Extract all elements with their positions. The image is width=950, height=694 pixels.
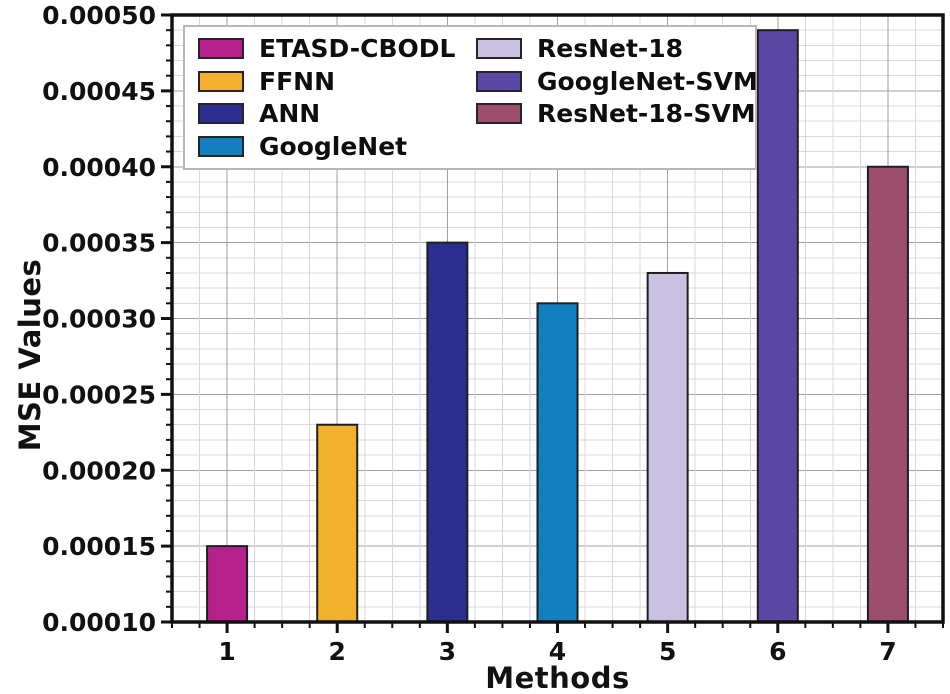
chart-legend: ETASD-CBODL FFNN ANN GoogleNet ResNet-18 Goog… [183,25,758,170]
legend-label-googlenet-svm: GoogleNet-SVM [537,66,758,96]
legend-label-ann: ANN [259,99,321,129]
legend-swatch-ffnn [198,70,244,92]
y-tick-label-0.00035: 0.00035 [42,229,156,258]
legend-label-ffnn: FFNN [259,66,336,96]
y-tick-label-0.00010: 0.00010 [42,608,156,637]
legend-item-googlenet: GoogleNet [198,130,476,163]
legend-item-ann: ANN [198,98,476,131]
legend-swatch-etasd-cbodl [198,37,244,59]
legend-swatch-ann [198,103,244,125]
bar-3-ann [426,241,469,623]
legend-label-googlenet: GoogleNet [259,132,408,162]
x-tick-label-5: 5 [659,637,676,666]
bar-2-ffnn [316,423,359,623]
x-tick-label-1: 1 [218,637,235,666]
y-tick-label-0.00015: 0.00015 [42,532,156,561]
bar-6-googlenet-svm [756,29,799,624]
y-tick-label-0.00045: 0.00045 [42,77,156,106]
legend-item-resnet-18-svm: ResNet-18-SVM [476,98,758,131]
legend-swatch-resnet-18 [476,37,522,59]
legend-item-resnet-18: ResNet-18 [476,32,758,65]
bar-7-resnet-18-svm [866,165,909,623]
y-tick-label-0.00020: 0.00020 [42,456,156,485]
legend-item-etasd-cbodl: ETASD-CBODL [198,32,476,65]
y-tick-label-0.00030: 0.00030 [42,305,156,334]
x-tick-label-3: 3 [439,637,456,666]
y-tick-label-0.00025: 0.00025 [42,380,156,409]
legend-swatch-resnet-18-svm [476,103,522,125]
x-tick-label-2: 2 [329,637,346,666]
legend-item-googlenet-svm: GoogleNet-SVM [476,65,758,98]
x-tick-label-7: 7 [879,637,896,666]
x-tick-label-4: 4 [549,637,566,666]
y-tick-label-0.00040: 0.00040 [42,153,156,182]
x-axis-title: Methods [485,661,630,694]
y-tick-label-0.00050: 0.00050 [42,1,156,30]
bar-5-resnet-18 [646,271,689,623]
legend-label-resnet-18: ResNet-18 [537,33,684,63]
legend-label-etasd-cbodl: ETASD-CBODL [259,33,456,63]
bar-1-etasd-cbodl [206,545,249,623]
plot-border [170,13,945,624]
x-tick-label-6: 6 [769,637,786,666]
bar-4-googlenet [536,302,579,623]
legend-label-resnet-18-svm: ResNet-18-SVM [537,99,756,129]
legend-swatch-googlenet-svm [476,70,522,92]
y-axis-title: MSE Values [13,258,47,452]
legend-swatch-googlenet [198,136,244,158]
legend-item-ffnn: FFNN [198,65,476,98]
